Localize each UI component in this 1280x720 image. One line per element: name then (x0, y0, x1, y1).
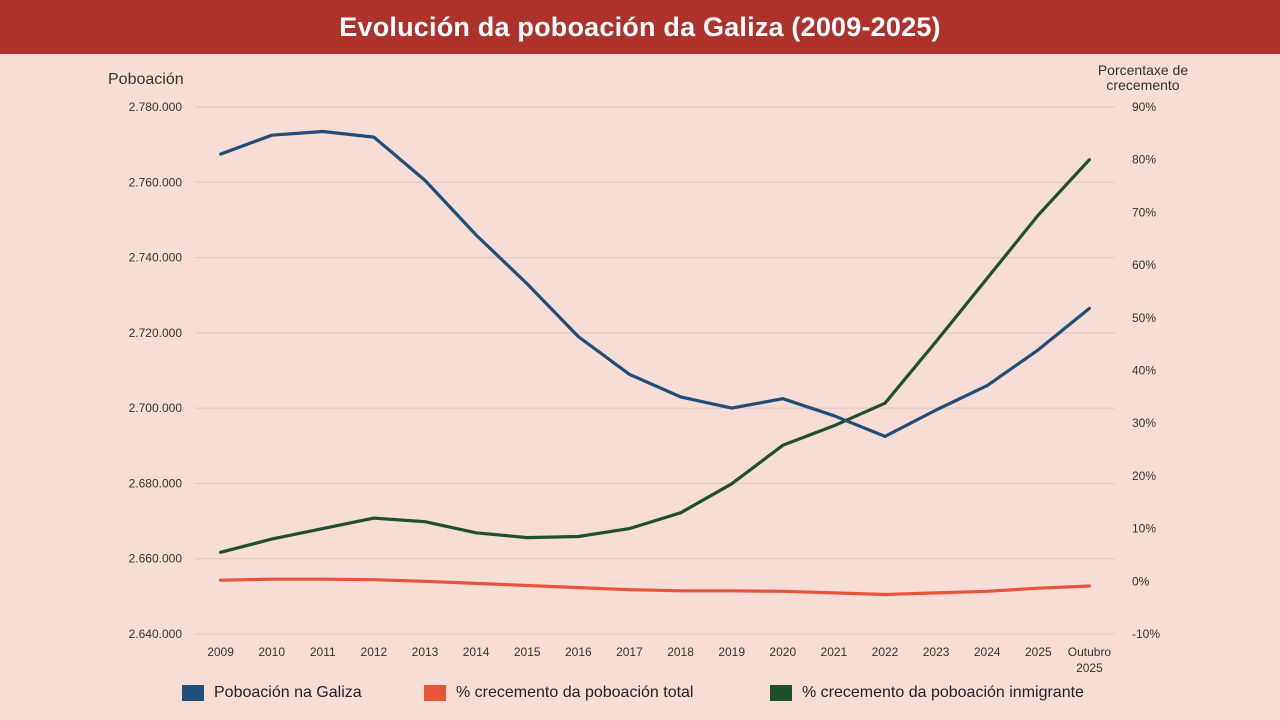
left-axis-ticks: 2.640.000 2.660.000 2.680.000 2.700.000 2.72… (129, 100, 183, 641)
x-tick-label: 2012 (361, 645, 388, 659)
legend: Poboación na Galiza % crecemento da poboa… (0, 684, 1280, 704)
left-tick-label: 2.740.000 (129, 251, 183, 265)
x-tick-label: 2025 (1025, 645, 1052, 659)
right-axis-label: Porcentaxe de crecemento (1098, 62, 1188, 93)
left-tick-label: 2.660.000 (129, 552, 183, 566)
x-tick-label: 2021 (821, 645, 848, 659)
right-tick-label: 70% (1132, 205, 1156, 219)
left-tick-label: 2.700.000 (129, 401, 183, 415)
right-tick-label: 0% (1132, 574, 1150, 588)
x-tick-label: Outubro 2025 (1068, 645, 1112, 675)
x-tick-label: 2014 (463, 645, 490, 659)
chart-title: Evolución da poboación da Galiza (2009-2… (339, 11, 941, 42)
x-tick-label: 2017 (616, 645, 643, 659)
left-tick-label: 2.760.000 (129, 175, 183, 189)
x-tick-label: 2024 (974, 645, 1001, 659)
right-tick-label: 90% (1132, 100, 1156, 114)
left-tick-label: 2.720.000 (129, 326, 183, 340)
x-tick-label: 2023 (923, 645, 950, 659)
x-tick-label: 2015 (514, 645, 541, 659)
legend-item: % crecemento da poboación inmigrante (770, 684, 1084, 702)
right-tick-label: 60% (1132, 258, 1156, 272)
legend-item: Poboación na Galiza (182, 684, 362, 702)
x-tick-label: 2009 (207, 645, 234, 659)
chart-area: 2.640.000 2.660.000 2.680.000 2.700.000 2.72… (108, 62, 1188, 675)
legend-swatch (770, 685, 792, 701)
x-tick-label: 2022 (872, 645, 899, 659)
right-tick-label: 30% (1132, 416, 1156, 430)
right-tick-label: 50% (1132, 311, 1156, 325)
series-lines (219, 129, 1092, 597)
legend-label: % crecemento da poboación total (456, 684, 694, 701)
legend-item: % crecemento da poboación total (424, 684, 693, 702)
x-tick-label: 2013 (412, 645, 439, 659)
gridlines (195, 106, 1115, 635)
right-axis-ticks: -10% 0% 10% 20% 30% 40% 50% 60% 70% 80% 90% (1132, 100, 1160, 641)
series-line (219, 129, 1092, 438)
x-tick-label: 2020 (769, 645, 796, 659)
legend-swatch (182, 685, 204, 701)
left-tick-label: 2.780.000 (129, 100, 183, 114)
right-tick-label: 20% (1132, 469, 1156, 483)
x-axis-ticks: 2009 2010 2011 2012 2013 2014 2015 2016 2017 2018… (207, 645, 1111, 675)
right-tick-label: 80% (1132, 153, 1156, 167)
x-tick-label: 2016 (565, 645, 592, 659)
legend-label: Poboación na Galiza (214, 684, 362, 701)
x-tick-label: 2018 (667, 645, 694, 659)
legend-swatch (424, 685, 446, 701)
legend-label: % crecemento da poboación inmigrante (802, 684, 1084, 701)
series-line (219, 577, 1092, 597)
x-tick-label: 2019 (718, 645, 745, 659)
left-tick-label: 2.640.000 (129, 627, 183, 641)
series-line (219, 158, 1092, 554)
left-axis-label: Poboación (108, 71, 184, 88)
right-tick-label: -10% (1132, 627, 1160, 641)
title-bar: Evolución da poboación da Galiza (2009-2… (0, 0, 1280, 54)
x-tick-label: 2011 (310, 645, 336, 659)
left-tick-label: 2.680.000 (129, 476, 183, 490)
right-tick-label: 10% (1132, 522, 1156, 536)
right-tick-label: 40% (1132, 364, 1156, 378)
x-tick-label: 2010 (258, 645, 285, 659)
